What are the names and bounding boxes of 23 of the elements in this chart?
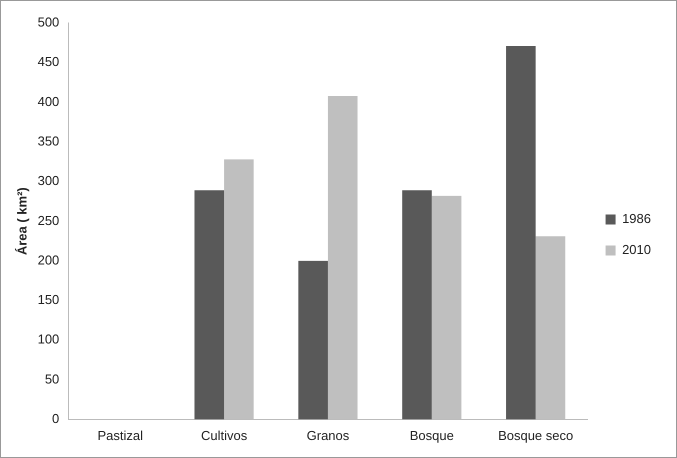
y-tick-label: 300 <box>38 173 60 188</box>
legend-label: 2010 <box>622 242 651 258</box>
y-tick-label: 100 <box>38 332 60 347</box>
x-tick-label: Bosque <box>410 428 454 443</box>
x-tick-label: Pastizal <box>97 428 144 443</box>
x-tick-label: Cultivos <box>200 428 248 443</box>
bar <box>298 260 328 420</box>
legend-label: 1986 <box>622 211 651 226</box>
y-tick-label: 400 <box>38 94 60 109</box>
x-tick-label: Granos <box>306 428 350 443</box>
y-tick-label: 50 <box>44 371 60 386</box>
x-tick-label: Bosque seco <box>498 428 574 443</box>
bar <box>402 190 432 420</box>
bar <box>194 190 224 420</box>
y-tick-label: 0 <box>52 410 60 426</box>
y-tick-label: 500 <box>38 14 60 30</box>
bar <box>506 46 536 420</box>
y-tick-label: 250 <box>38 212 60 228</box>
y-tick-label: 350 <box>38 134 60 148</box>
y-axis-title: Área ( km²) <box>14 187 30 256</box>
y-tick-label: 150 <box>38 292 60 308</box>
y-tick-label: 200 <box>38 252 60 268</box>
y-tick-label: 450 <box>38 54 60 70</box>
